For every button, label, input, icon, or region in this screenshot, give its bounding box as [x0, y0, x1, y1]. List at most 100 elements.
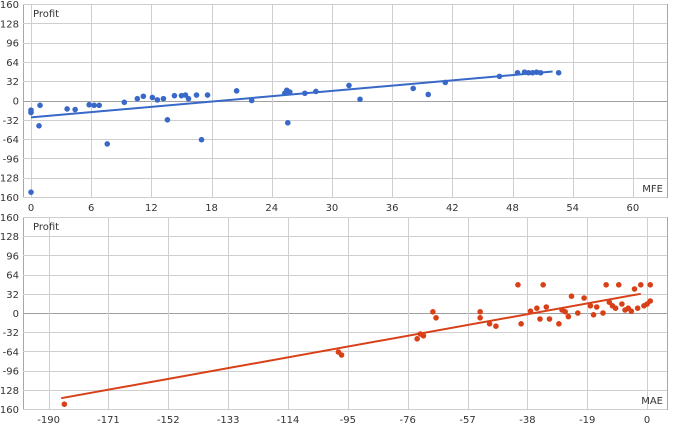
- mfe-x-tick-label: 42: [446, 203, 459, 214]
- mae-x-tick-label: -114: [277, 415, 300, 425]
- mfe-y-tick-label: 0: [13, 97, 19, 108]
- mae-x-tick-label: -152: [157, 415, 180, 425]
- mae-data-point: [527, 308, 534, 315]
- mae-y-tick-label: -160: [0, 405, 19, 416]
- mfe-data-point: [96, 102, 103, 109]
- mae-data-point: [430, 309, 436, 315]
- mae-y-tick-label: -128: [0, 386, 19, 397]
- mfe-y-tick-label: 32: [6, 77, 19, 88]
- mae-data-point: [619, 301, 625, 307]
- mfe-data-point: [425, 91, 432, 98]
- mae-x-tick-label: -190: [37, 415, 60, 425]
- mae-y-tick-label: 160: [0, 213, 19, 224]
- mfe-data-point: [496, 73, 503, 80]
- mfe-data-point: [140, 93, 147, 100]
- mfe-y-tick-label: 64: [6, 58, 19, 69]
- mfe-data-point: [537, 69, 544, 76]
- mae-x-tick-label: -76: [400, 415, 416, 425]
- mfe-data-point: [134, 95, 141, 102]
- mfe-data-point: [302, 90, 308, 97]
- mae-data-point: [556, 321, 562, 327]
- mfe-data-point: [313, 88, 319, 95]
- mfe-data-point: [171, 92, 178, 99]
- mfe-x-tick-label: 6: [88, 203, 94, 214]
- mfe-data-point: [233, 88, 240, 94]
- mae-data-point: [647, 282, 654, 288]
- mae-data-point: [518, 321, 524, 327]
- mae-x-tick-label: 0: [644, 415, 650, 425]
- mfe-data-point: [514, 69, 521, 76]
- mfe-data-point: [36, 123, 42, 129]
- mfe-data-point: [72, 106, 78, 113]
- mfe-data-point: [287, 89, 293, 95]
- mae-data-point: [546, 316, 553, 322]
- mfe-y-tick-label: -96: [3, 154, 19, 165]
- mae-data-point: [534, 305, 540, 312]
- mfe-x-tick-label: 0: [28, 203, 34, 214]
- mfe-data-point: [149, 94, 156, 101]
- mfe-x-tick-label: 24: [265, 203, 278, 214]
- mfe-data-point: [154, 97, 161, 103]
- mfe-x-tick-label: 18: [205, 203, 218, 214]
- mae-y-tick-label: -32: [3, 328, 19, 339]
- mfe-y-tick-label: 96: [6, 39, 19, 50]
- mae-data-point: [615, 282, 622, 288]
- mfe-data-point: [86, 101, 92, 108]
- mfe-y-tick-label: -32: [3, 116, 19, 127]
- mfe-data-point: [91, 102, 97, 109]
- mfe-x-tick-label: 36: [386, 203, 399, 214]
- mae-data-point: [603, 282, 609, 288]
- mae-data-point: [562, 309, 568, 315]
- mfe-data-point: [442, 79, 449, 86]
- mae-y-tick-label: 64: [6, 271, 19, 282]
- mfe-y-tick-label: -128: [0, 174, 19, 185]
- mfe-y-tick-label: 128: [0, 19, 19, 30]
- mae-x-tick-label: -95: [340, 415, 356, 425]
- mfe-data-point: [185, 95, 192, 102]
- mae-data-point: [587, 303, 594, 309]
- mfe-data-point: [164, 117, 171, 123]
- mae-data-point: [515, 282, 521, 288]
- mae-y-tick-label: 32: [6, 290, 19, 301]
- mae-data-point: [628, 308, 635, 315]
- mfe-data-point: [410, 85, 416, 92]
- mae-data-point: [537, 316, 543, 322]
- mfe-data-point: [64, 106, 70, 112]
- mae-data-point: [540, 282, 546, 288]
- mae-x-tick-label: -57: [459, 415, 475, 425]
- mae-x-tick-label: -38: [519, 415, 535, 425]
- mae-data-point: [581, 295, 587, 301]
- mfe-data-point: [121, 99, 128, 106]
- mae-x-tick-label: -133: [217, 415, 240, 425]
- mae-data-point: [575, 310, 581, 316]
- mae-y-tick-label: -64: [3, 347, 19, 358]
- mfe-data-point: [28, 107, 34, 113]
- mae-data-point: [61, 401, 68, 408]
- mae-data-point: [493, 323, 499, 330]
- mae-data-point: [543, 304, 550, 310]
- mfe-trendline: [30, 70, 553, 119]
- mae-y-axis-label: Profit: [33, 222, 59, 233]
- mae-data-point: [565, 313, 572, 320]
- mfe-data-point: [104, 141, 111, 147]
- mfe-data-point: [37, 102, 43, 109]
- mae-data-point: [420, 333, 427, 339]
- mae-x-tick-label: -19: [579, 415, 595, 425]
- mfe-data-point: [198, 136, 205, 143]
- mae-data-point: [638, 282, 644, 288]
- mae-data-point: [647, 298, 654, 304]
- mae-data-point: [590, 312, 597, 318]
- mfe-data-point: [555, 69, 562, 76]
- mae-x-tick-label: -171: [97, 415, 120, 425]
- mfe-y-tick-label: 160: [0, 0, 19, 11]
- mae-data-point: [593, 304, 600, 310]
- mae-data-point: [631, 286, 638, 292]
- mfe-x-tick-label: 48: [506, 203, 519, 214]
- mfe-data-point: [285, 120, 291, 126]
- mfe-data-point: [346, 82, 352, 89]
- mfe-y-tick-label: -64: [3, 135, 19, 146]
- mfe-data-point: [248, 97, 255, 104]
- mfe-x-axis-label: MFE: [642, 184, 663, 195]
- mfe-x-tick-label: 30: [326, 203, 339, 214]
